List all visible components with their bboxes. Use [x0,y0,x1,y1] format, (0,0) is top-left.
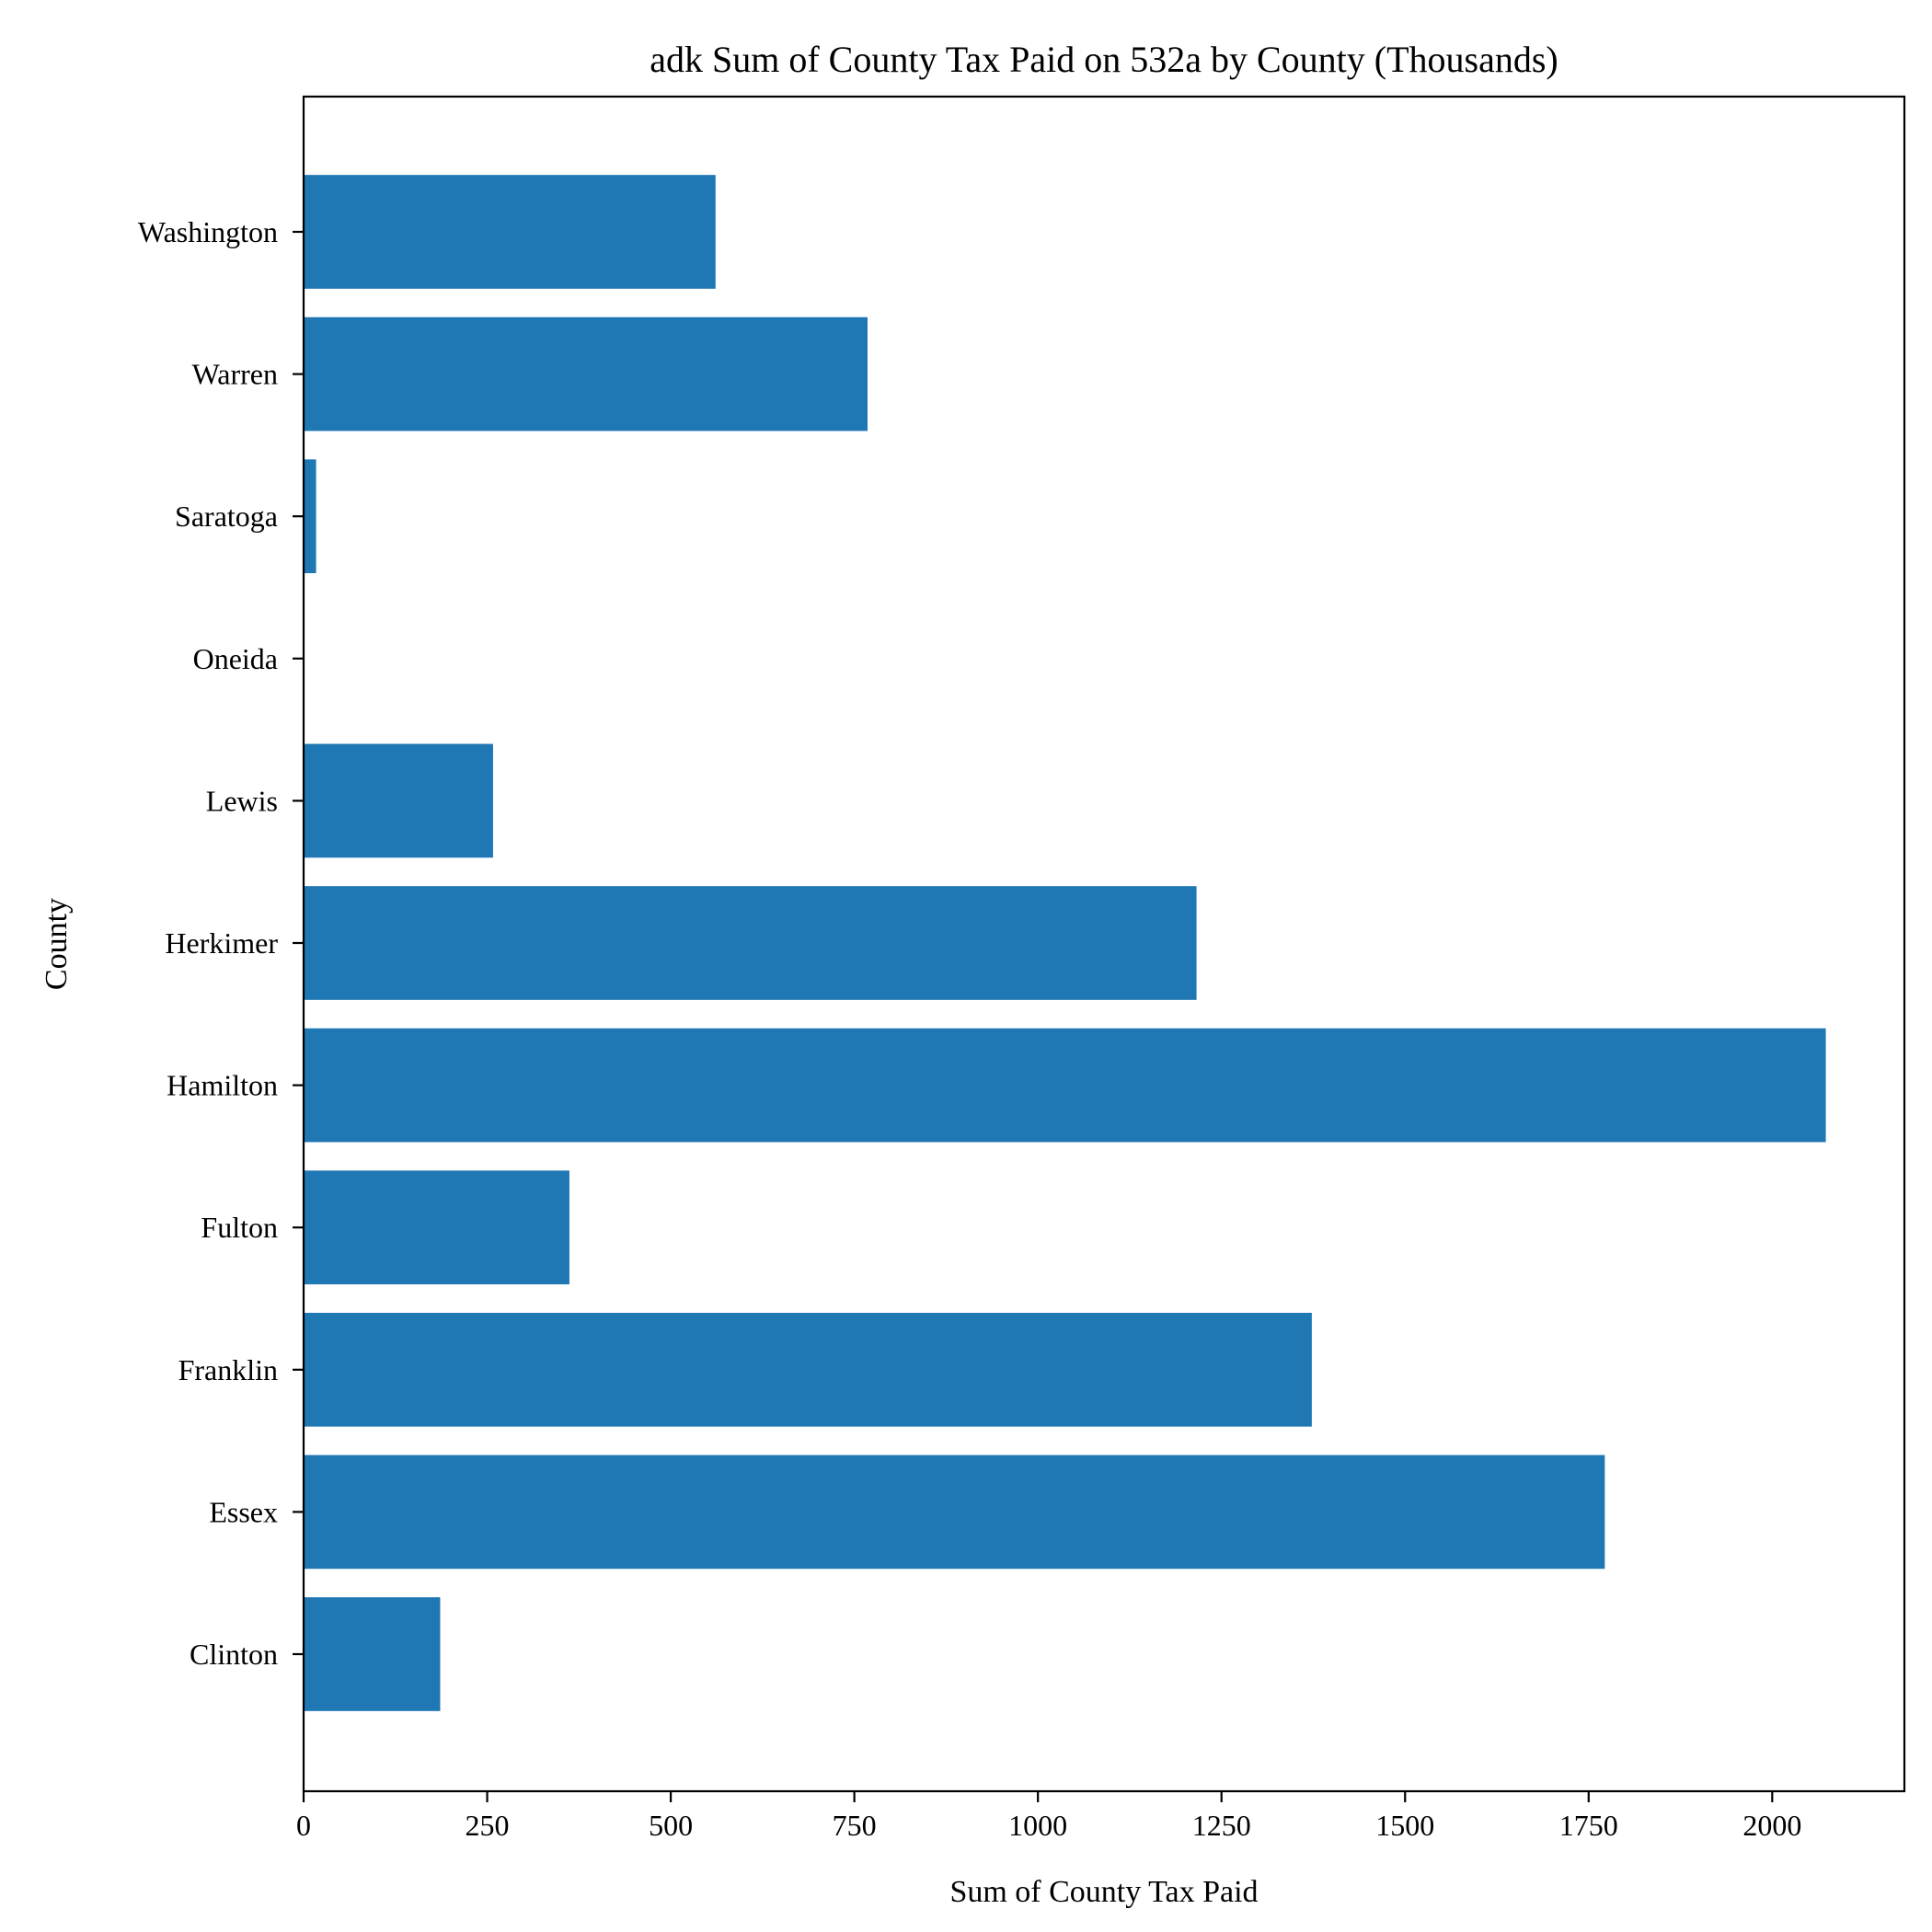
bar-warren [304,316,868,431]
y-tick-label: Clinton [190,1638,278,1671]
x-tick-label: 750 [833,1809,877,1842]
ticks-group: Clinton Essex Franklin Fulton Hamilton Herkim… [138,215,1801,1842]
y-axis-label: County [40,898,74,990]
x-tick-label: 250 [466,1809,510,1842]
bar-herkimer [304,886,1197,1000]
y-tick-label: Hamilton [167,1069,278,1102]
y-tick-label: Franklin [178,1353,278,1386]
bar-saratoga [304,459,316,574]
bar-hamilton [304,1028,1826,1143]
bar-lewis [304,743,493,858]
bar-clinton [304,1597,441,1711]
y-tick-label: Washington [138,215,278,248]
x-tick-label: 2000 [1742,1809,1801,1842]
x-tick-label: 1750 [1559,1809,1618,1842]
y-tick-label: Oneida [193,642,278,675]
y-tick-label: Fulton [201,1211,278,1244]
bar-washington [304,175,716,289]
x-tick-label: 0 [296,1809,311,1842]
bars-group [304,175,1826,1711]
y-tick-label: Saratoga [175,500,278,533]
x-tick-label: 1500 [1375,1809,1434,1842]
y-tick-label: Herkimer [165,926,278,960]
bar-fulton [304,1170,569,1285]
y-tick-label: Lewis [206,784,278,817]
axes-frame [302,95,1906,1793]
x-tick-label: 500 [649,1809,693,1842]
y-tick-label: Warren [192,358,278,391]
chart-title: adk Sum of County Tax Paid on 532a by Co… [650,39,1558,80]
bar-franklin [304,1312,1312,1427]
y-tick-label: Essex [209,1495,278,1528]
x-tick-label: 1000 [1008,1809,1067,1842]
x-axis-label: Sum of County Tax Paid [949,1875,1258,1909]
x-tick-label: 1250 [1192,1809,1251,1842]
bar-essex [304,1455,1605,1570]
